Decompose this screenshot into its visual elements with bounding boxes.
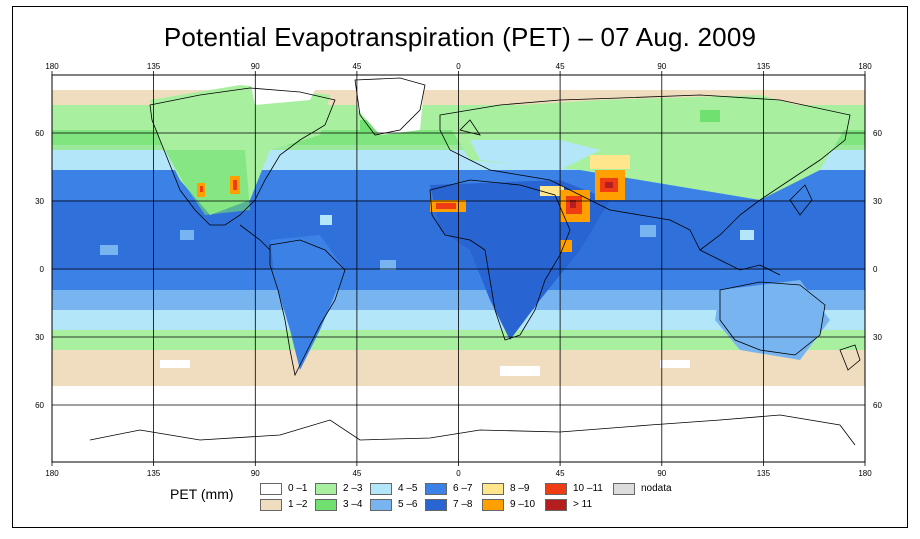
lon-label-top-4: 0	[456, 62, 461, 71]
lon-label-top-3: 45	[352, 62, 361, 71]
legend-label-0: 0 –1	[288, 483, 308, 494]
lon-label-bottom-0: 180	[45, 469, 59, 478]
lon-label-top-8: 180	[858, 62, 872, 71]
legend-swatch-2	[315, 483, 337, 495]
lon-label-bottom-8: 180	[858, 469, 872, 478]
legend-label-7: 7 –8	[453, 499, 473, 510]
lon-label-top-7: 135	[757, 62, 771, 71]
map-title: Potential Evapotranspiration (PET) – 07 …	[163, 22, 757, 52]
legend-label-10: 10 –11	[573, 483, 603, 494]
lon-label-bottom-3: 45	[352, 469, 361, 478]
lon-label-top-6: 90	[657, 62, 666, 71]
legend-label-3: 3 –4	[343, 499, 363, 510]
legend-swatch-11	[545, 499, 567, 511]
legend-swatch-8	[482, 483, 504, 495]
legend-label-2: 2 –3	[343, 483, 363, 494]
pet-raster	[52, 75, 865, 462]
lat-label-right-1: 30	[873, 197, 882, 206]
lat-label-left-2: 0	[40, 265, 45, 274]
legend-swatch-9	[482, 499, 504, 511]
legend: PET (mm) 0 –1 1 –2 2 –3 3 –4 4 –5 5 –6 6…	[170, 483, 870, 515]
legend-label-12: nodata	[641, 483, 672, 494]
lat-label-left-1: 30	[35, 197, 44, 206]
lon-label-bottom-2: 90	[251, 469, 260, 478]
lon-label-bottom-1: 135	[147, 469, 161, 478]
lat-label-right-2: 0	[873, 265, 878, 274]
legend-swatch-6	[425, 483, 447, 495]
legend-label-5: 5 –6	[398, 499, 418, 510]
lon-label-bottom-6: 90	[657, 469, 666, 478]
lat-label-right-3: 30	[873, 333, 882, 342]
lon-label-top-2: 90	[251, 62, 260, 71]
lon-label-bottom-4: 0	[456, 469, 461, 478]
lat-label-right-0: 60	[873, 129, 882, 138]
legend-swatch-12	[613, 483, 635, 495]
legend-label-6: 6 –7	[453, 483, 473, 494]
lat-label-left-3: 30	[35, 333, 44, 342]
legend-swatch-4	[370, 483, 392, 495]
legend-swatch-5	[370, 499, 392, 511]
legend-swatch-7	[425, 499, 447, 511]
legend-swatch-3	[315, 499, 337, 511]
lon-label-top-0: 180	[45, 62, 59, 71]
lat-label-left-0: 60	[35, 129, 44, 138]
legend-swatch-10	[545, 483, 567, 495]
lat-label-left-4: 60	[35, 401, 44, 410]
lon-label-bottom-7: 135	[757, 469, 771, 478]
legend-label-8: 8 –9	[510, 483, 530, 494]
legend-label-11: > 11	[573, 499, 592, 510]
tick-marks	[51, 71, 866, 466]
lon-label-bottom-5: 45	[556, 469, 565, 478]
legend-label-9: 9 –10	[510, 499, 536, 510]
lat-label-right-4: 60	[873, 401, 882, 410]
lon-label-top-5: 45	[556, 62, 565, 71]
legend-title: PET (mm)	[170, 486, 234, 502]
graticule	[52, 75, 865, 462]
legend-swatch-0	[260, 483, 282, 495]
legend-swatch-1	[260, 499, 282, 511]
legend-label-1: 1 –2	[288, 499, 308, 510]
lon-label-top-1: 135	[147, 62, 161, 71]
legend-label-4: 4 –5	[398, 483, 418, 494]
